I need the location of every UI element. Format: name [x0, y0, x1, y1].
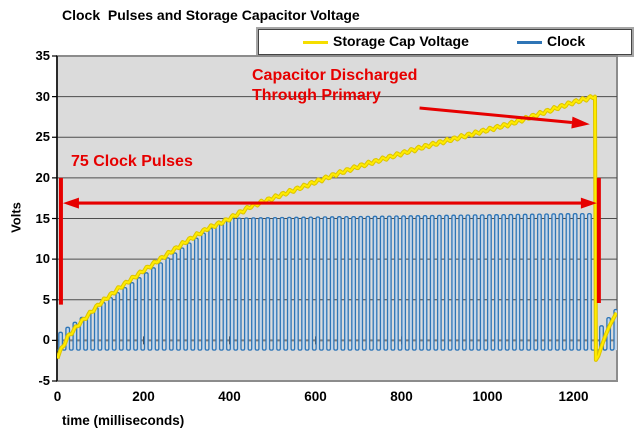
legend: Storage Cap Voltage Clock [256, 27, 634, 57]
x-tick-label-600: 600 [304, 389, 327, 404]
x-tick-label-400: 400 [218, 389, 241, 404]
cap-voltage-series [57, 95, 617, 361]
y-tick-label-10: 10 [35, 251, 50, 267]
y-tick-label-5: 5 [42, 291, 50, 307]
y-tick-label-15: 15 [35, 210, 50, 226]
legend-clock-label: Clock [547, 33, 586, 49]
y-tick-label-30: 30 [35, 88, 50, 104]
pulse-span-arrowhead-left [62, 197, 79, 209]
chart-title: Clock Pulses and Storage Capacitor Volta… [62, 7, 360, 23]
y-tick-label-25: 25 [35, 129, 50, 145]
x-axis-title: time (milliseconds) [62, 413, 185, 428]
y-tick-label-35: 35 [35, 48, 50, 63]
x-tick-label-200: 200 [132, 389, 155, 404]
y-tick-label--5: -5 [38, 373, 50, 388]
annotation-capacitor-discharged-line1: Capacitor Discharged [252, 67, 418, 84]
legend-clock-line-swatch [517, 41, 542, 44]
annotation-75-clock-pulses: 75 Clock Pulses [71, 153, 193, 170]
annotation-capacitor-discharged: Capacitor Discharged Through Primary [252, 66, 417, 106]
x-tick-label-0: 0 [53, 389, 62, 404]
legend-cap-voltage-label: Storage Cap Voltage [333, 33, 469, 49]
pulse-span-arrowhead-right [580, 197, 597, 209]
y-tick-label-20: 20 [35, 169, 50, 185]
annotation-capacitor-discharged-line2: Through Primary [252, 87, 381, 104]
legend-cap-voltage-line-swatch [303, 41, 328, 44]
discharge-arrow-shaft [419, 106, 573, 125]
y-tick-label-0: 0 [42, 332, 50, 348]
x-tick-label-1200: 1200 [558, 389, 589, 404]
clock-series [57, 212, 617, 351]
x-tick-label-1000: 1000 [472, 389, 503, 404]
discharge-arrowhead [571, 116, 590, 129]
x-tick-label-800: 800 [390, 389, 413, 404]
